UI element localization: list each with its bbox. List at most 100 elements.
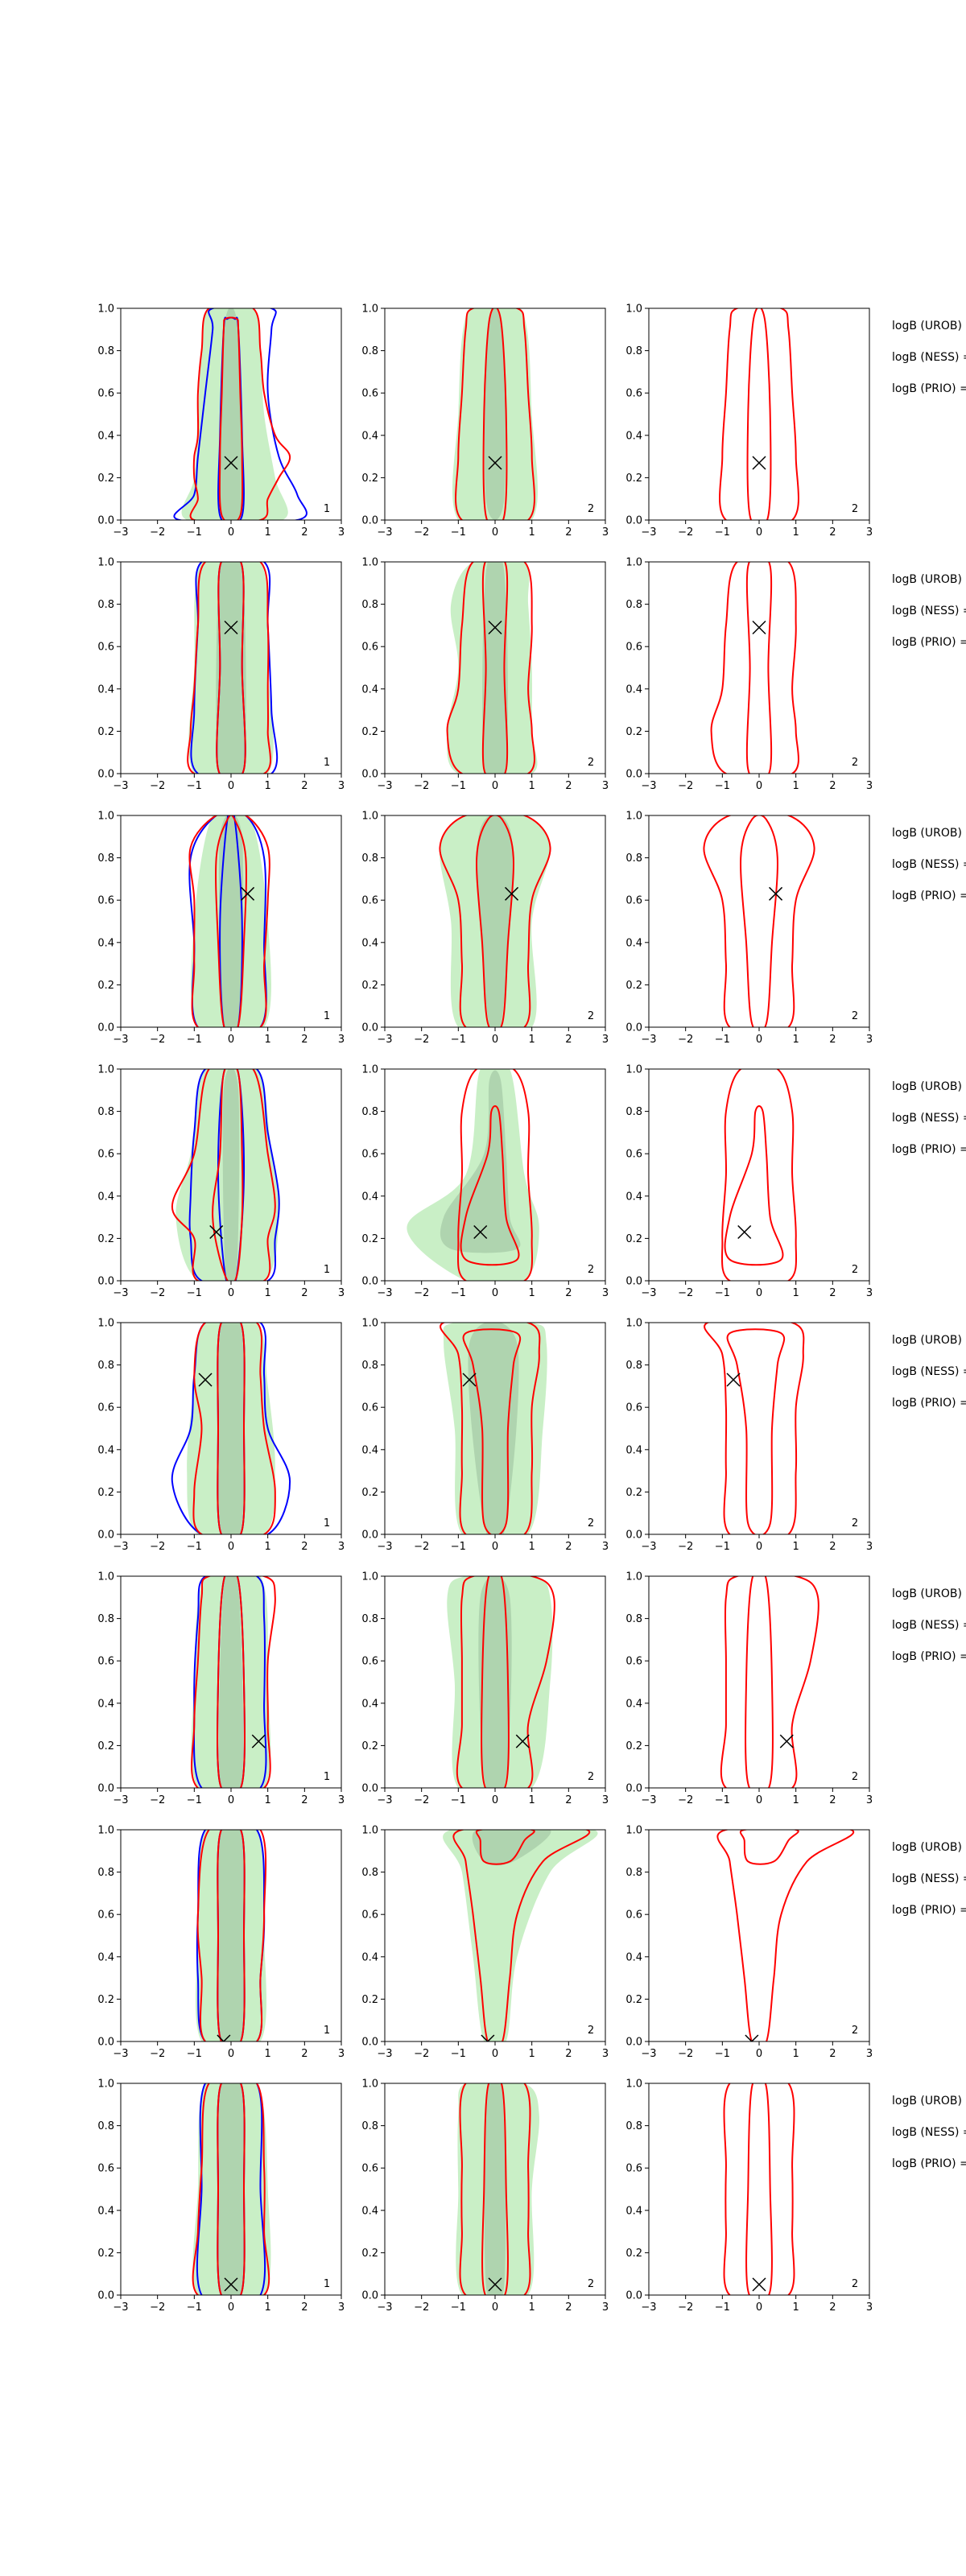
x-tick-label: −2 [678,1794,693,1806]
x-tick-label: 0 [228,2301,234,2314]
y-tick-label: 0.8 [625,1106,642,1118]
x-tick-label: −1 [715,1794,730,1806]
y-tick-label: 0.4 [97,1951,114,1963]
y-tick-label: 0.0 [361,1276,378,1288]
x-tick-label: 0 [228,1794,234,1806]
density-fill-outer [443,1830,598,2041]
side-label: logB (UROB) = [892,1841,966,1854]
x-tick-label: 0 [228,1287,234,1299]
red-contour-outer [196,1830,267,2041]
y-tick-label: 0.6 [361,642,378,654]
y-tick-label: 0.4 [361,1444,378,1456]
plot-area [456,2083,539,2295]
y-tick-label: 0.8 [625,852,642,865]
y-tick-label: 1.0 [625,1318,642,1330]
y-tick-label: 0.6 [97,642,114,654]
x-tick-label: 0 [492,2301,498,2314]
y-tick-label: 0.6 [361,895,378,907]
panel-r8-c2: −3 −2 −1 0 1 2 30.00.20.40.60.81.02 [361,2079,609,2314]
y-tick-label: 0.6 [625,1149,642,1161]
x-tick-label: 2 [829,780,836,792]
y-tick-label: 1.0 [361,1571,378,1583]
x-tick-label: 0 [756,2048,762,2060]
side-label: logB (PRIO) = [892,636,966,649]
panel-corner-label: 2 [852,1517,858,1530]
red-contour-inner [745,562,773,774]
x-tick-label: 2 [301,1287,308,1299]
y-tick-label: 0.0 [361,1783,378,1795]
x-tick-label: 3 [602,526,609,539]
x-tick-label: 2 [565,526,572,539]
red-contour-inner [217,1830,246,2041]
y-tick-label: 0.6 [625,1402,642,1414]
x-tick-label: 1 [529,526,535,539]
red-contour-outer [720,1576,819,1788]
x-tick-label: 3 [338,2301,345,2314]
panel-corner-label: 2 [588,2025,594,2037]
x-tick-label: 0 [228,2048,234,2060]
x-tick-label: −1 [187,1541,202,1553]
y-tick-label: 0.4 [361,1951,378,1963]
x-marker [737,1224,752,1240]
x-tick-label: 2 [829,1541,836,1553]
x-tick-label: −3 [113,526,128,539]
x-tick-label: −2 [150,2301,165,2314]
axes-frame [648,308,870,521]
side-label: logB (PRIO) = [892,1143,966,1156]
x-tick-label: −3 [377,2048,392,2060]
plot-area [171,1323,291,1534]
x-tick-label: 0 [756,1034,762,1046]
y-tick-label: 0.6 [97,1909,114,1922]
y-tick-label: 0.0 [625,1783,642,1795]
x-tick-label: −2 [414,526,429,539]
density-fill-inner [216,562,246,774]
x-tick-label: 0 [756,1287,762,1299]
y-tick-label: 0.0 [625,2290,642,2302]
x-tick-label: −1 [187,1034,202,1046]
x-tick-label: 3 [338,2048,345,2060]
x-tick-label: −1 [715,526,730,539]
density-fill-inner [219,308,243,520]
panel-corner-label: 2 [588,1771,594,1783]
x-tick-label: 2 [565,1541,572,1553]
x-marker [198,1373,213,1387]
panel-r4-c3: −3 −2 −1 0 1 2 30.00.20.40.60.81.02 [625,1064,873,1300]
plot-area [195,1830,267,2041]
x-tick-label: 0 [492,526,498,539]
red-contour-outer [452,1830,591,2041]
x-tick-label: −3 [641,1794,656,1806]
y-tick-label: 0.8 [97,2120,114,2132]
x-tick-label: 2 [829,1034,836,1046]
x-tick-label: 3 [866,1794,873,1806]
x-tick-label: 2 [301,1034,308,1046]
x-tick-label: 1 [265,1034,271,1046]
x-tick-label: −2 [414,1287,429,1299]
x-marker [224,620,238,635]
red-contour-inner [462,1328,522,1534]
x-tick-label: −3 [641,1541,656,1553]
x-tick-label: 3 [866,1287,873,1299]
side-label: logB (PRIO) = [892,1397,966,1410]
y-tick-label: 0.0 [361,515,378,527]
x-marker [505,886,519,901]
x-tick-label: 3 [866,1034,873,1046]
x-tick-label: −3 [113,2301,128,2314]
y-tick-label: 1.0 [361,1318,378,1330]
x-marker [769,886,783,901]
panel-corner-label: 2 [852,1264,858,1276]
x-tick-label: 0 [228,780,234,792]
x-tick-label: 1 [793,2301,799,2314]
panel-row-4: −3 −2 −1 0 1 2 30.00.20.40.60.81.01−3 −2 −1 0 1 2 30… [97,1064,966,1300]
panel-r8-c1: −3 −2 −1 0 1 2 3 0.0 0.2 0.4 0.6 0.8 1.0 1 [97,2079,345,2314]
x-tick-label: 0 [492,2048,498,2060]
x-tick-label: 1 [265,2301,271,2314]
y-tick-label: 1.0 [97,303,114,316]
panel-r5-c3: −3 −2 −1 0 1 2 30.00.20.40.60.81.02 [625,1318,873,1554]
plot-area [407,1069,539,1281]
panel-r1-c3: −3 −2 −1 0 1 2 30.00.20.40.60.81.02 [625,303,873,539]
y-tick-label: 1.0 [625,1571,642,1583]
x-tick-label: 3 [866,2301,873,2314]
x-tick-label: −3 [377,780,392,792]
x-tick-label: 3 [602,1541,609,1553]
y-tick-label: 0.2 [97,1740,114,1752]
